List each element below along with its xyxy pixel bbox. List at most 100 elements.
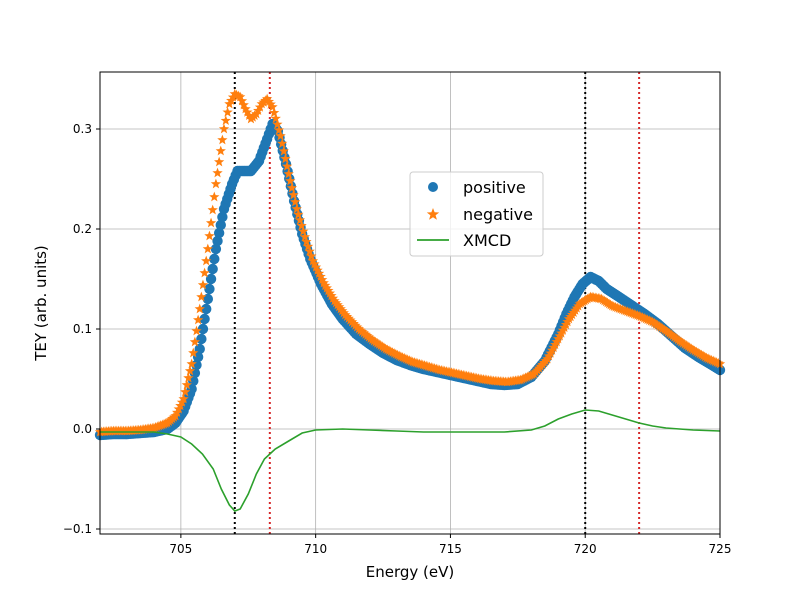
data-point <box>218 123 230 134</box>
data-point <box>358 327 369 338</box>
data-point <box>209 191 220 202</box>
data-point <box>199 313 210 325</box>
legend-marker-negative <box>426 208 440 220</box>
data-point <box>205 273 217 285</box>
plot-area <box>100 72 720 534</box>
data-point <box>362 330 373 341</box>
data-point <box>194 303 205 314</box>
data-point <box>337 305 348 316</box>
data-point <box>321 282 332 293</box>
data-point <box>192 314 204 325</box>
data-point <box>309 258 320 269</box>
data-point <box>184 365 196 376</box>
y-tick-label: 0.0 <box>73 422 92 436</box>
data-point <box>181 379 192 390</box>
data-point <box>265 98 276 109</box>
data-point <box>201 303 212 315</box>
data-point <box>277 138 288 148</box>
data-point <box>272 119 283 129</box>
data-point <box>186 358 197 369</box>
data-point <box>205 217 217 228</box>
data-point <box>201 255 212 266</box>
data-point <box>294 214 306 225</box>
y-tick-label: 0.3 <box>73 122 92 136</box>
data-point <box>302 241 314 251</box>
data-point <box>286 182 298 193</box>
x-tick-label: 710 <box>304 542 327 556</box>
data-point <box>350 320 361 330</box>
data-point <box>341 311 353 322</box>
data-point <box>324 287 336 298</box>
data-point <box>207 263 218 275</box>
data-point <box>188 347 199 358</box>
data-point <box>285 175 296 186</box>
data-point <box>180 386 191 397</box>
data-point <box>304 246 315 256</box>
data-point <box>222 106 233 117</box>
data-point <box>365 333 376 343</box>
data-point <box>275 130 286 141</box>
y-tick-label: 0.1 <box>73 322 92 336</box>
data-point <box>330 297 342 308</box>
series-XMCD <box>100 409 721 512</box>
legend-label-positive: positive <box>463 178 526 197</box>
data-point <box>183 372 194 383</box>
reference-lines <box>233 72 641 534</box>
data-point <box>313 268 325 278</box>
x-tick-label: 705 <box>169 542 192 556</box>
legend-label-negative: negative <box>463 205 533 224</box>
data-point <box>214 156 225 167</box>
data-point <box>273 124 285 135</box>
data-point <box>345 314 356 325</box>
data-point <box>270 113 281 123</box>
data-point <box>315 271 326 282</box>
data-point <box>355 324 366 335</box>
data-point <box>320 280 331 290</box>
data-point <box>312 265 323 275</box>
data-point <box>238 99 249 110</box>
data-point <box>204 283 215 295</box>
data-point <box>207 204 218 215</box>
data-point <box>332 299 343 310</box>
data-point <box>291 203 302 214</box>
data-point <box>281 161 293 171</box>
data-point <box>348 318 359 329</box>
data-point <box>338 307 349 318</box>
data-point <box>318 277 329 288</box>
y-tick-label: 0.2 <box>73 222 92 236</box>
data-point <box>306 250 317 261</box>
data-point <box>323 285 334 296</box>
data-point <box>220 115 231 126</box>
data-point <box>351 321 363 332</box>
data-point <box>293 209 304 219</box>
data-point <box>261 93 273 104</box>
data-point <box>296 220 307 231</box>
y-tick-label: −0.1 <box>63 522 92 536</box>
data-point <box>353 323 364 334</box>
data-point <box>215 219 226 231</box>
data-point <box>236 95 248 106</box>
data-point <box>215 145 226 156</box>
legend: positive negative XMCD <box>409 171 544 257</box>
data-point <box>217 134 228 145</box>
data-point <box>269 107 280 118</box>
data-point <box>196 291 207 302</box>
x-tick-label: 725 <box>709 542 732 556</box>
data-point <box>244 110 255 121</box>
x-tick-label: 720 <box>574 542 597 556</box>
data-point <box>202 243 213 254</box>
data-point <box>240 103 251 114</box>
data-point <box>299 231 311 242</box>
data-point <box>283 168 294 179</box>
data-point <box>357 326 368 337</box>
data-point <box>212 235 223 247</box>
legend-label-xmcd: XMCD <box>463 231 511 250</box>
legend-box <box>409 171 544 257</box>
data-point <box>197 279 209 290</box>
data-point <box>334 301 345 312</box>
data-point <box>197 323 209 335</box>
data-point <box>196 333 207 345</box>
data-point <box>280 153 291 164</box>
data-point <box>310 261 322 272</box>
data-point <box>288 189 299 200</box>
